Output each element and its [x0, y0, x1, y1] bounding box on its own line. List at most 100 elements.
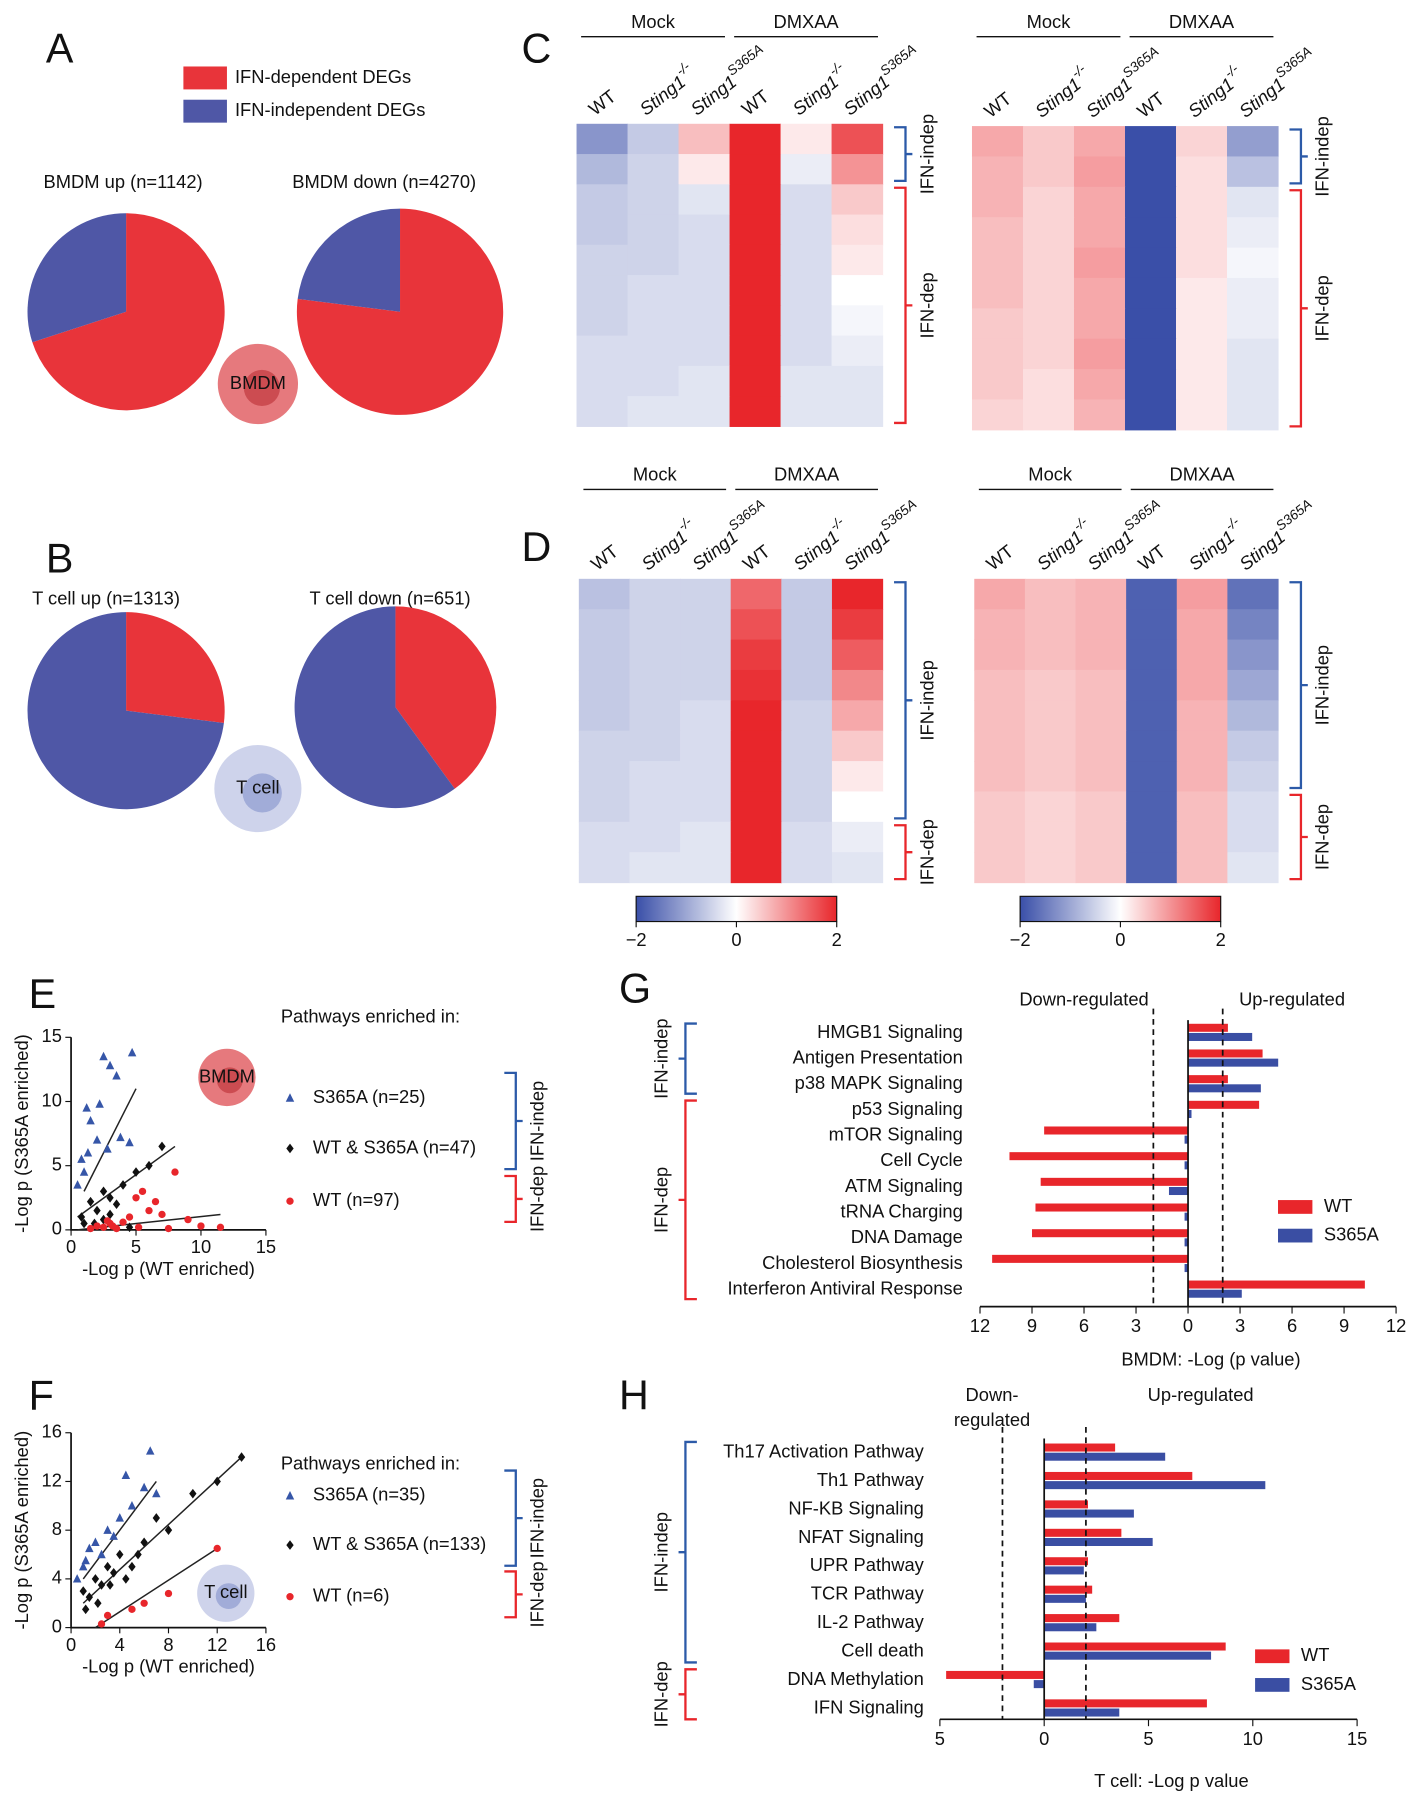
heatmap-cell	[1227, 399, 1279, 431]
bar	[1044, 1614, 1120, 1623]
heatmap-cell	[680, 821, 732, 853]
column-label-text: WT	[737, 85, 772, 119]
point	[134, 1549, 142, 1560]
heatmap-cell	[729, 214, 782, 246]
legend-swatch	[1278, 1200, 1313, 1214]
group-bracket	[504, 1570, 523, 1619]
heatmap-cell	[1075, 669, 1127, 701]
heatmap-cell	[831, 154, 884, 185]
heatmap-cell	[974, 791, 1026, 823]
category-label: DNA Methylation	[787, 1668, 924, 1689]
heatmap-cell	[831, 821, 884, 853]
point	[116, 1132, 125, 1142]
heatmap-cell	[576, 305, 629, 337]
heatmap-cell	[1022, 247, 1075, 279]
bar	[1188, 1023, 1228, 1032]
heatmap-cell	[730, 609, 782, 641]
column-group-label: DMXAA	[1169, 464, 1235, 485]
heatmap-cell	[1124, 277, 1177, 309]
group-label: IFN-indep	[527, 1081, 548, 1161]
legend-label: WT & S365A (n=47)	[313, 1136, 476, 1157]
point	[106, 1192, 114, 1203]
heatmap-cell	[629, 669, 681, 701]
heatmap-cell	[627, 365, 680, 397]
heatmap-cell	[1176, 700, 1228, 732]
bar	[1044, 1594, 1086, 1603]
heatmap-cell	[1227, 791, 1279, 823]
y-tick-label: 0	[52, 1218, 62, 1239]
column-label: WT	[982, 540, 1017, 574]
point	[112, 1199, 121, 1210]
category-label: Th1 Pathway	[817, 1469, 925, 1490]
heatmap-cell	[780, 154, 833, 185]
legend-label: WT (n=6)	[313, 1585, 390, 1606]
column-label: Sting1S365A	[1232, 496, 1322, 574]
legend-label: S365A	[1301, 1673, 1357, 1694]
heatmap-cell	[971, 217, 1024, 249]
column-label-sup: S365A	[725, 496, 767, 533]
heatmap-cell	[781, 730, 833, 762]
point	[164, 1224, 173, 1233]
bar	[1188, 1058, 1279, 1067]
heatmap-cell	[729, 335, 782, 367]
heatmap-cell	[781, 821, 833, 853]
point	[132, 1194, 140, 1202]
point	[80, 1218, 88, 1229]
category-label: DNA Damage	[851, 1226, 963, 1247]
bar	[1184, 1264, 1189, 1273]
heatmap-cell	[1176, 791, 1228, 823]
heatmap-cell	[730, 639, 782, 671]
heatmap-cell	[730, 700, 782, 732]
heatmap-cell	[680, 852, 732, 884]
heatmap-cell	[729, 305, 782, 337]
heatmap-cell	[680, 639, 732, 671]
column-label: Sting1-/-	[1181, 513, 1249, 574]
point	[99, 1186, 108, 1197]
point	[145, 1446, 155, 1455]
column-label: Sting1S365A	[836, 41, 926, 119]
heatmap-cell	[781, 852, 833, 884]
heatmap-cell	[780, 244, 833, 276]
point	[79, 1586, 87, 1596]
heatmap-cell	[1227, 669, 1279, 701]
column-label-sup: S365A	[1121, 496, 1163, 533]
column-label: WT	[980, 87, 1015, 121]
group-label: IFN-indep	[1312, 116, 1333, 196]
heatmap-cell	[781, 791, 833, 823]
column-label: WT	[1134, 540, 1169, 574]
point	[128, 1561, 136, 1572]
fit-line	[82, 1481, 157, 1580]
heatmap-cell	[578, 791, 631, 823]
category-label: HMGB1 Signaling	[817, 1021, 963, 1042]
heatmap-cell	[831, 396, 884, 427]
heatmap-cell	[1024, 730, 1077, 762]
bar	[1188, 1075, 1228, 1084]
heatmap-cell	[831, 335, 884, 367]
heatmap-cell	[1075, 791, 1127, 823]
column-label: Sting1-/-	[632, 58, 700, 119]
point	[127, 1501, 137, 1510]
y-tick-label: 12	[42, 1469, 62, 1490]
heatmap-cell	[576, 244, 629, 276]
legend-marker	[286, 1592, 294, 1601]
pie-slice	[27, 213, 127, 343]
bar	[1044, 1623, 1097, 1632]
heatmap-cell	[1073, 399, 1126, 431]
legend-label: S365A (n=35)	[313, 1484, 426, 1505]
group-label: IFN-dep	[527, 1166, 548, 1232]
heatmap-cell	[578, 669, 631, 701]
heatmap-cell	[781, 578, 833, 610]
point	[132, 1167, 140, 1177]
heatmap-cell	[1022, 217, 1075, 249]
heatmap-cell	[627, 154, 680, 185]
heatmap-cell	[1124, 247, 1177, 279]
point	[77, 1212, 86, 1222]
category-label: TCR Pathway	[811, 1583, 925, 1604]
heatmap-cell	[730, 852, 782, 884]
point	[91, 1574, 100, 1584]
heatmap-cell	[629, 852, 681, 884]
heatmap-cell	[1176, 186, 1228, 218]
heatmap-cell	[1124, 338, 1177, 370]
x-tick-label: 5	[1143, 1728, 1153, 1749]
